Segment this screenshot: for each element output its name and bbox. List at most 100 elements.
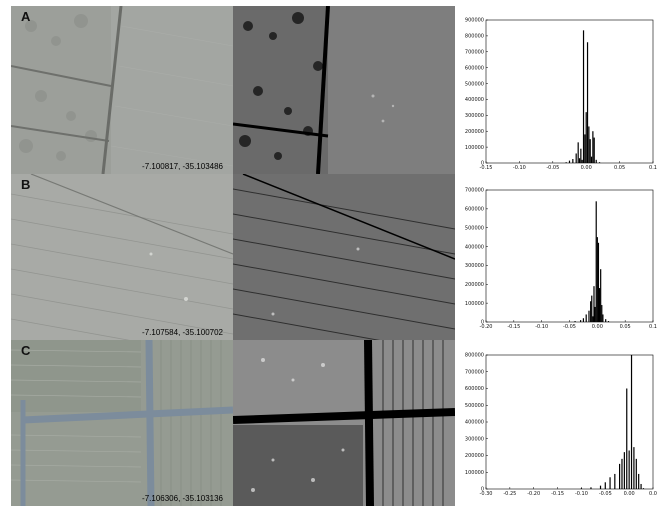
y-tick-label: 400000 bbox=[465, 420, 484, 426]
x-tick-label: -0.10 bbox=[535, 324, 548, 330]
processed-field-a bbox=[233, 6, 455, 174]
histogram-bar bbox=[602, 314, 604, 322]
histogram-bar bbox=[626, 388, 628, 489]
plot-frame bbox=[485, 354, 654, 490]
panel-label-c: C bbox=[21, 343, 31, 358]
x-tick-label: -0.05 bbox=[563, 324, 576, 330]
histogram-bar bbox=[595, 201, 597, 322]
histogram-bar bbox=[600, 269, 602, 322]
histogram-bar bbox=[578, 158, 581, 163]
histogram-bar bbox=[598, 288, 601, 322]
histogram-bar bbox=[593, 286, 595, 322]
y-tick-label: 500000 bbox=[465, 225, 484, 231]
y-tick-label: 700000 bbox=[465, 49, 484, 55]
x-tick-label: 0.0 bbox=[649, 491, 657, 497]
histogram-bar bbox=[568, 160, 571, 163]
histogram-bar bbox=[607, 321, 610, 322]
panel-label-a: A bbox=[21, 9, 31, 24]
histogram-bar bbox=[597, 242, 600, 322]
y-tick-label: 100000 bbox=[465, 301, 484, 307]
x-tick-label: -0.15 bbox=[507, 324, 520, 330]
y-tick-label: 600000 bbox=[465, 65, 484, 71]
histogram-bar bbox=[586, 42, 589, 163]
x-tick-label: 0.05 bbox=[614, 165, 625, 171]
y-tick-label: 900000 bbox=[465, 18, 484, 24]
x-tick-label: -0.05 bbox=[546, 165, 559, 171]
histogram-bar bbox=[582, 30, 585, 164]
histogram-bar bbox=[640, 483, 642, 489]
panel-row-c: C -7.106306, -35.103136 0 100000 200000 300… bbox=[0, 340, 657, 506]
histogram-bar bbox=[585, 112, 587, 163]
coordinates-b: -7.107584, -35.100702 bbox=[142, 328, 223, 337]
y-tick-label: 800000 bbox=[465, 34, 484, 40]
plot-frame bbox=[485, 189, 654, 323]
histogram-bar bbox=[588, 310, 590, 322]
histogram-bar bbox=[592, 316, 594, 322]
y-tick-label: 200000 bbox=[465, 129, 484, 135]
histogram-bar bbox=[593, 137, 595, 163]
y-tick-label: 300000 bbox=[465, 436, 484, 442]
histogram-bar bbox=[590, 487, 592, 489]
histogram-bar bbox=[565, 162, 567, 163]
histogram-bar bbox=[604, 482, 606, 489]
x-tick-label: -0.10 bbox=[575, 491, 588, 497]
histogram-bar bbox=[623, 452, 625, 489]
x-tick-label: 0.00 bbox=[624, 491, 635, 497]
field-image-c bbox=[11, 340, 233, 506]
x-tick-label: -0.10 bbox=[513, 165, 526, 171]
histogram-bar bbox=[635, 458, 637, 489]
x-tick-label: -0.20 bbox=[527, 491, 540, 497]
rgb-aerial-image-b: B -7.107584, -35.100702 bbox=[11, 174, 233, 340]
coordinates-c: -7.106306, -35.103136 bbox=[142, 494, 223, 503]
y-tick-label: 300000 bbox=[465, 113, 484, 119]
histogram-bar bbox=[619, 463, 621, 489]
y-tick-label: 0 bbox=[481, 320, 484, 326]
histogram-bar bbox=[589, 139, 591, 163]
rgb-aerial-image-a: A -7.100817, -35.103486 bbox=[11, 6, 233, 174]
histogram-bar bbox=[581, 159, 583, 163]
x-tick-label: -0.05 bbox=[599, 491, 612, 497]
histogram-bar bbox=[599, 485, 602, 489]
y-tick-label: 0 bbox=[481, 487, 484, 493]
y-tick-label: 400000 bbox=[465, 244, 484, 250]
panel-row-a: A -7.100817, -35.103486 0 100000 200000 300… bbox=[0, 6, 657, 174]
histogram-bar bbox=[592, 131, 594, 163]
x-tick-label: -0.20 bbox=[480, 324, 493, 330]
processed-field-c bbox=[233, 340, 455, 506]
histogram-bar bbox=[572, 159, 574, 163]
y-tick-label: 700000 bbox=[465, 188, 484, 194]
histogram-bar bbox=[609, 477, 611, 489]
y-tick-label: 200000 bbox=[465, 282, 484, 288]
x-tick-label: -0.15 bbox=[480, 165, 493, 171]
rgb-aerial-image-c: C -7.106306, -35.103136 bbox=[11, 340, 233, 506]
y-tick-label: 300000 bbox=[465, 263, 484, 269]
y-tick-label: 500000 bbox=[465, 81, 484, 87]
x-tick-label: 0.00 bbox=[581, 165, 592, 171]
x-tick-label: 0.00 bbox=[592, 324, 603, 330]
histogram-bar bbox=[605, 319, 607, 322]
panel-row-b: B -7.107584, -35.100702 0 100000 200000 300… bbox=[0, 174, 657, 340]
processed-field-b bbox=[233, 174, 455, 340]
x-tick-label: 0.1 bbox=[649, 165, 657, 171]
histogram-bar bbox=[575, 153, 577, 163]
y-tick-label: 400000 bbox=[465, 97, 484, 103]
histogram-bar bbox=[633, 447, 635, 489]
histogram-c: 0 100000 200000 300000 400000 500000 600000 700… bbox=[456, 340, 657, 506]
y-tick-label: 100000 bbox=[465, 145, 484, 151]
histogram-svg-c: 0 100000 200000 300000 400000 500000 600000 700… bbox=[465, 353, 657, 497]
y-tick-label: 0 bbox=[481, 161, 484, 167]
processed-image-c bbox=[233, 340, 455, 506]
histogram-bar bbox=[585, 314, 587, 322]
histogram-bar bbox=[628, 450, 630, 489]
histogram-bar bbox=[582, 318, 585, 322]
histogram-bar bbox=[574, 321, 576, 322]
histogram-bar bbox=[596, 237, 598, 322]
histogram-b: 0 100000 200000 300000 400000 500000 600000 700… bbox=[456, 174, 657, 340]
coordinates-a: -7.100817, -35.103486 bbox=[142, 162, 223, 171]
histogram-bar bbox=[595, 159, 597, 163]
y-tick-label: 500000 bbox=[465, 403, 484, 409]
histogram-a: 0 100000 200000 300000 400000 500000 600000 700… bbox=[456, 6, 657, 174]
processed-image-a bbox=[233, 6, 455, 174]
histogram-bar bbox=[638, 473, 640, 489]
y-tick-label: 700000 bbox=[465, 369, 484, 375]
